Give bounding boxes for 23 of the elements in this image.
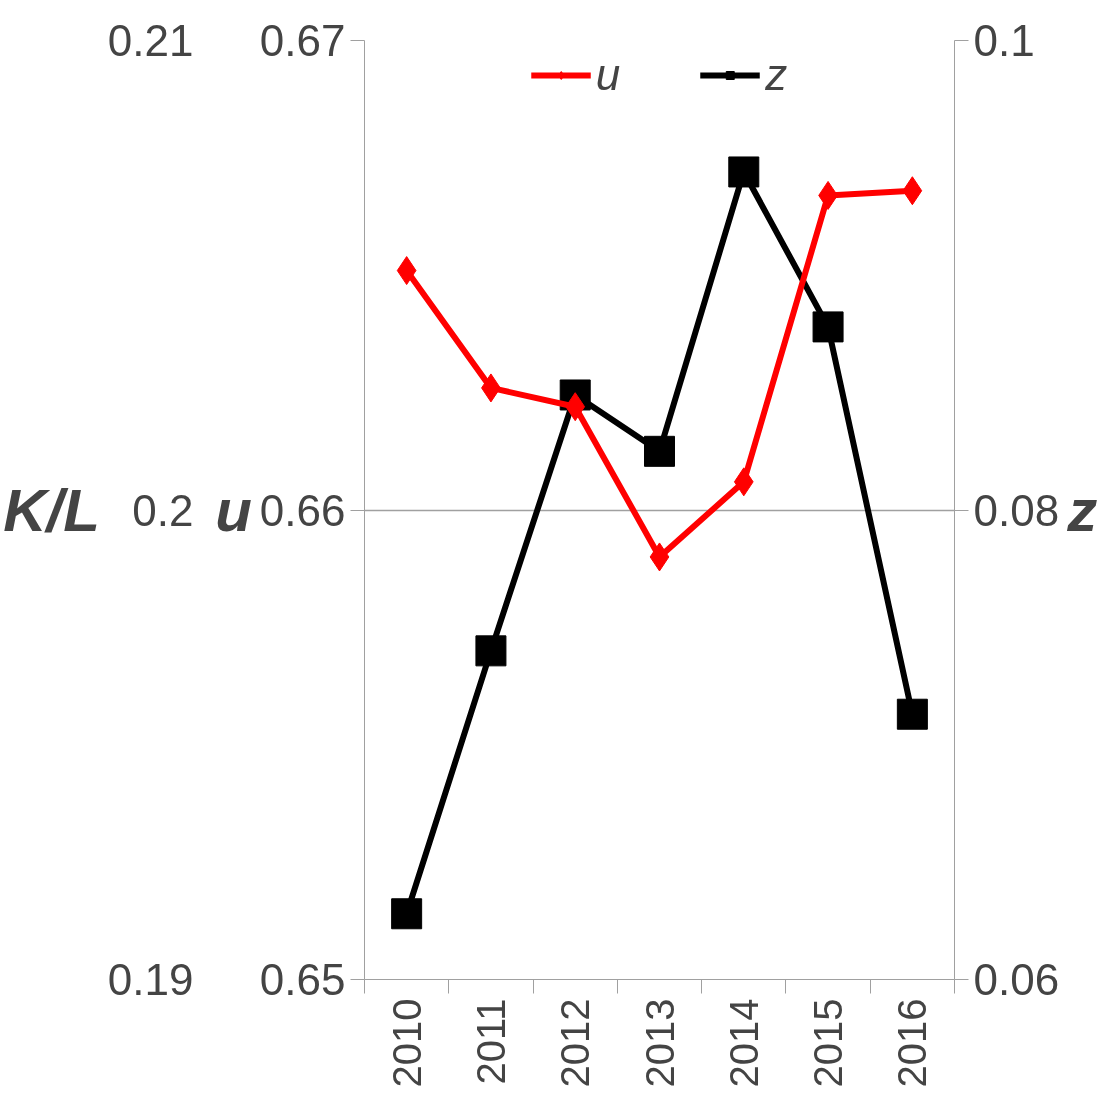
- y3-axis-title: K/L: [3, 476, 100, 544]
- y2-tick-label: 0.1: [973, 16, 1035, 65]
- y3-tick-label: 0.21: [107, 16, 194, 65]
- y2-axis-title: z: [1066, 476, 1098, 544]
- x-tick-label: 2015: [806, 998, 851, 1088]
- x-tick-label: 2014: [721, 998, 766, 1088]
- y3-tick-label: 0.19: [107, 955, 194, 1004]
- x-tick-label: 2013: [637, 998, 682, 1088]
- legend-label: z: [765, 50, 788, 100]
- point: [391, 898, 423, 930]
- y-tick-label: 0.66: [259, 485, 346, 535]
- y2-tick-label: 0.08: [973, 485, 1060, 535]
- y3-tick-label: 0.2: [132, 485, 194, 535]
- x-tick-label: 2010: [384, 998, 429, 1088]
- x-tick-label: 2016: [890, 998, 935, 1088]
- y-tick-label: 0.67: [259, 16, 346, 65]
- y-axis-title: u: [215, 476, 252, 544]
- x-tick-label: 2011: [468, 998, 513, 1085]
- x-tick-label: 2012: [553, 998, 598, 1088]
- y-tick-label: 0.65: [259, 955, 346, 1004]
- legend-label: u: [595, 50, 621, 100]
- y2-tick-label: 0.06: [973, 955, 1060, 1004]
- point: [896, 698, 928, 730]
